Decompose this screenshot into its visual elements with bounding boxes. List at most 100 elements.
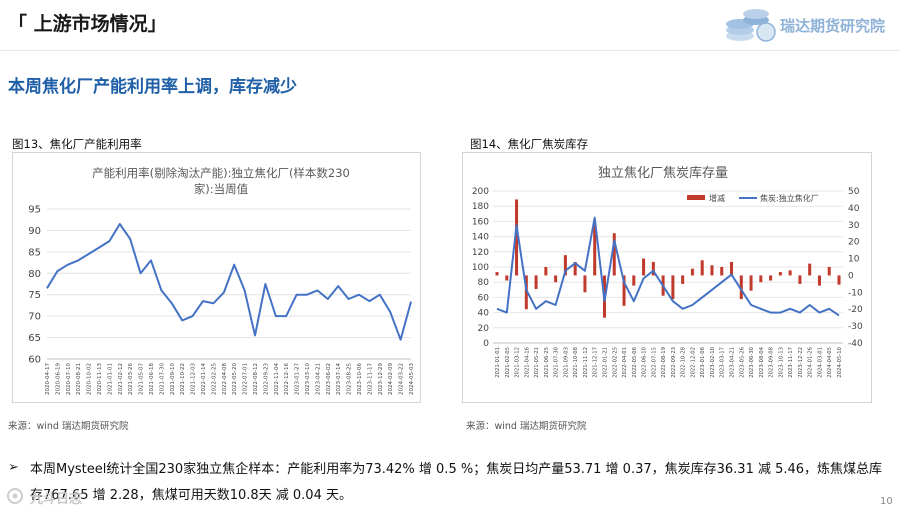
- chart2-bar: [720, 267, 724, 276]
- capacity-utilization-chart: 产能利用率(剔除淘汰产能):独立焦化厂(样本数230 家):当周值 60 65 70…: [12, 152, 421, 403]
- chart2-xtick-label: 2022-08-19: [661, 347, 667, 378]
- chart2-bar: [671, 275, 675, 300]
- chart2-ytick-left-label: 200: [472, 187, 489, 197]
- chart1-xtick-label: 2021-09-10: [170, 363, 176, 395]
- chart2-ytick-left-label: 60: [478, 293, 490, 303]
- legend-label-inventory: 焦炭:独立焦化厂: [760, 193, 819, 203]
- chart2-ytick-right-label: 50: [848, 187, 860, 197]
- chart1-xtick-label: 2021-05-07: [139, 363, 145, 395]
- coin-stack-icon: [726, 9, 776, 42]
- chart2-ytick-left-label: 180: [472, 202, 489, 212]
- chart1-xtick-label: 2022-04-08: [222, 363, 228, 395]
- chart1-ytick-label: 75: [28, 290, 41, 301]
- chart2-ytick-left-label: 80: [478, 278, 490, 288]
- chart2-ytick-left-label: 120: [472, 248, 489, 258]
- legend-label-change: 增减: [709, 193, 725, 203]
- chart2-bar: [808, 263, 812, 276]
- chart2-bar: [710, 265, 714, 276]
- chart2-xtick-label: 2023-12-22: [798, 347, 804, 378]
- slide-headline: 本周焦化厂产能利用率上调，库存减少: [8, 77, 297, 97]
- chart2-bar: [739, 275, 743, 300]
- chart2-bar: [817, 275, 821, 286]
- chart2-xtick-label: 2023-02-10: [710, 346, 716, 377]
- chart2-xtick-label: 2023-01-06: [700, 346, 706, 377]
- chart1-xtick-label: 2022-09-23: [263, 363, 269, 395]
- chart2-ytick-left-label: 40: [478, 309, 490, 319]
- chart2-xtick-label: 2024-03-01: [817, 347, 823, 378]
- chart2-bar: [681, 275, 685, 284]
- chart2-ytick-left-label: 100: [472, 263, 489, 273]
- chart1-xtick-label: 2023-07-14: [336, 363, 342, 395]
- chart2-bar: [632, 275, 636, 286]
- chart2-xtick-label: 2021-02-05: [505, 347, 511, 378]
- summary-text: 本周Mysteel统计全国230家独立焦企样本：产能利用率为73.42% 增 0…: [30, 462, 883, 503]
- coke-inventory-chart: 独立焦化厂焦炭库存量 增减 焦炭:独立焦化厂 0 20 40 60 80 100 120 14…: [462, 152, 872, 403]
- chart2-bar: [749, 275, 753, 291]
- chart2-bar: [524, 275, 528, 310]
- chart2-xtick-label: 2022-07-15: [651, 347, 657, 378]
- chart2-bar: [573, 261, 577, 276]
- chart2-bar: [583, 275, 587, 293]
- coke-inventory-svg: 独立焦化厂焦炭库存量 增减 焦炭:独立焦化厂 02040608010012014…: [472, 165, 863, 378]
- chart2-ytick-left-label: 160: [472, 217, 489, 227]
- figure-14-caption: 图14、焦化厂焦炭库存: [470, 137, 589, 151]
- chart2-ytick-right-label: 0: [848, 271, 854, 281]
- chart2-xtick-label: 2021-10-08: [573, 346, 579, 377]
- section-title: 「 上游市场情况」: [8, 13, 167, 35]
- chart2-bar: [612, 233, 616, 276]
- chart2-title: 独立焦化厂焦炭库存量: [598, 165, 728, 181]
- chart1-xtick-label: 2022-11-04: [274, 363, 280, 395]
- chart1-xtick-label: 2023-10-06: [357, 363, 363, 395]
- chart1-ytick-label: 95: [28, 205, 41, 216]
- watermark-icon: [7, 488, 23, 504]
- chart2-legend: 增减 焦炭:独立焦化厂: [687, 193, 819, 203]
- chart1-ytick-label: 85: [28, 247, 41, 258]
- figure-14-source: 来源：wind 瑞达期货研究院: [466, 421, 587, 432]
- chart1-title-line2: 家):当周值: [194, 182, 249, 196]
- chart1-xtick-label: 2023-01-27: [295, 363, 301, 395]
- chart2-ytick-right-label: -30: [848, 322, 863, 332]
- chart1-xtick-label: 2023-11-17: [367, 363, 373, 395]
- chart2-xtick-label: 2021-09-03: [563, 347, 569, 378]
- chart2-bar: [769, 275, 773, 281]
- chart2-bar: [515, 199, 519, 276]
- figure-13-source: 来源：wind 瑞达期货研究院: [8, 421, 129, 432]
- figure-13-caption: 图13、焦化厂产能利用率: [12, 137, 142, 151]
- chart2-ytick-right-label: -10: [848, 288, 863, 298]
- chart2-xtick-label: 2021-01-01: [495, 347, 501, 378]
- chart2-xtick-label: 2021-07-30: [554, 346, 560, 377]
- company-name: 瑞达期货研究院: [780, 17, 886, 35]
- chart2-bar: [788, 270, 792, 276]
- chart2-bar: [837, 275, 841, 285]
- chart1-xtick-label: 2023-03-10: [305, 363, 311, 395]
- chart2-xtick-label: 2023-11-17: [788, 347, 794, 378]
- chart1-xtick-label: 2020-07-10: [66, 363, 72, 395]
- chart2-xtick-label: 2022-09-23: [671, 347, 677, 378]
- chart2-xtick-label: 2024-01-26: [808, 346, 814, 377]
- chart2-bar: [563, 255, 567, 276]
- chart2-bar: [642, 258, 646, 276]
- chart2-ytick-right-label: -40: [848, 339, 863, 349]
- chart2-ytick-right-label: -20: [848, 305, 863, 315]
- chart1-series-line: [46, 223, 412, 341]
- chart2-xtick-label: 2021-04-16: [524, 346, 530, 377]
- chart2-ytick-right-label: 30: [848, 221, 860, 231]
- chart1-xtick-label: 2024-03-22: [399, 363, 405, 395]
- chart2-xtick-label: 2023-08-04: [759, 346, 765, 377]
- chart1-xtick-label: 2020-04-17: [45, 363, 51, 395]
- chart2-bar: [554, 275, 558, 283]
- chart2-bar: [622, 275, 626, 306]
- chart2-xtick-label: 2021-03-12: [515, 347, 521, 378]
- chart1-ytick-label: 60: [28, 355, 41, 366]
- chart2-bar: [827, 267, 831, 276]
- chart2-ytick-left-label: 0: [483, 339, 489, 349]
- watermark-text: 九斗日志: [30, 492, 83, 507]
- chart2-xtick-label: 2023-04-21: [730, 347, 736, 378]
- chart2-xtick-label: 2023-06-30: [749, 346, 755, 377]
- chart2-bar: [505, 275, 509, 281]
- chart2-bar: [700, 260, 704, 276]
- chart2-bar: [690, 268, 694, 276]
- chart1-xtick-label: 2022-08-12: [253, 363, 259, 395]
- chart2-ytick-right-label: 10: [848, 255, 860, 265]
- chart2-inventory-line: [496, 216, 840, 317]
